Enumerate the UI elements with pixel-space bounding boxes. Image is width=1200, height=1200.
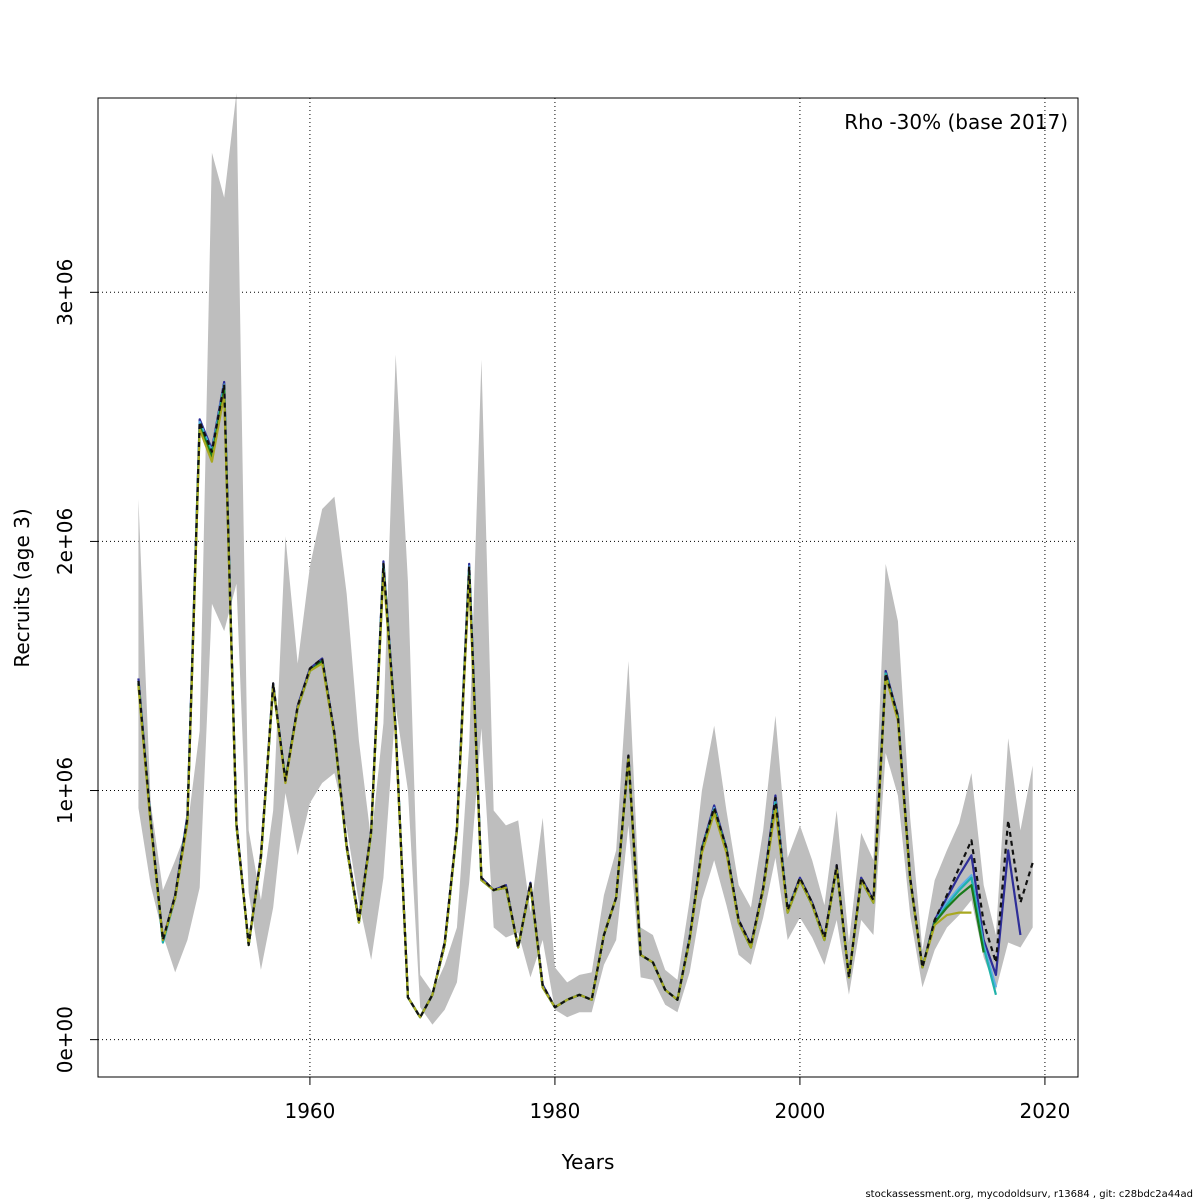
x-tick-label: 2000 [774, 1099, 825, 1123]
series-lines [137, 380, 1034, 1019]
axes: 1960 1980 2000 2020 0e+00 1e+06 2e+06 3e+06 [53, 259, 1070, 1123]
y-tick-label: 3e+06 [53, 259, 77, 326]
x-axis-title: Years [561, 1150, 615, 1174]
x-tick-label: 1960 [284, 1099, 335, 1123]
confidence-band [138, 93, 1033, 1025]
series-line [137, 383, 1034, 1019]
y-tick-label: 0e+00 [53, 1006, 77, 1073]
footer-text: stockassessment.org, mycodoldsurv, r1368… [865, 1189, 1193, 1200]
y-tick-label: 2e+06 [53, 508, 77, 575]
legend-text: Rho -30% (base 2017) [844, 110, 1068, 134]
confidence-band-area [138, 93, 1033, 1025]
x-tick-label: 2020 [1019, 1099, 1070, 1123]
y-axis-title: Recruits (age 3) [10, 508, 34, 667]
x-tick-label: 1980 [529, 1099, 580, 1123]
y-tick-label: 1e+06 [53, 757, 77, 824]
gridlines [98, 98, 1078, 1077]
